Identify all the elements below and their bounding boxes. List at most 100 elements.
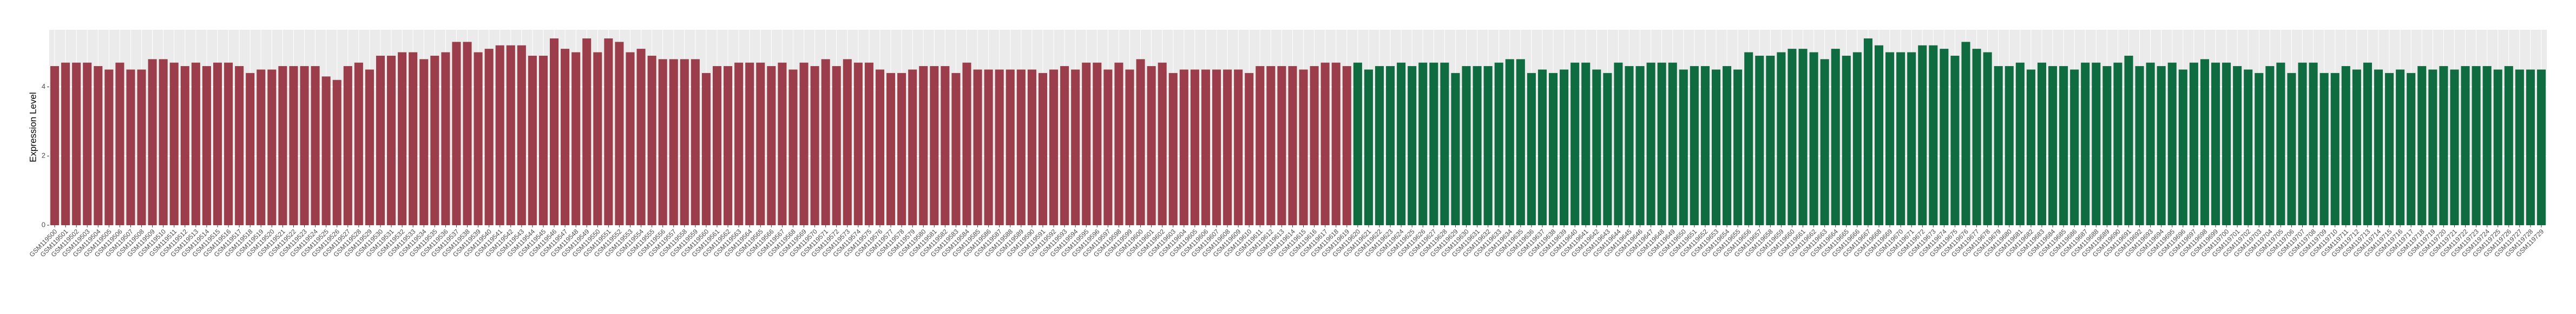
bar (1603, 73, 1612, 226)
bar (1733, 69, 1743, 225)
bar (1690, 66, 1699, 225)
bar (1451, 73, 1460, 226)
bar (1560, 69, 1569, 225)
bar (701, 73, 711, 226)
bar (202, 66, 211, 225)
bar (1863, 38, 1872, 225)
bar (1179, 69, 1188, 225)
bar (636, 49, 646, 225)
bar (137, 69, 146, 225)
bar (1625, 66, 1634, 225)
bar (50, 66, 60, 225)
bar (756, 62, 765, 226)
bar (1766, 55, 1775, 226)
bar (2200, 59, 2209, 225)
bar (2081, 62, 2090, 226)
bar (550, 38, 559, 225)
bar (2363, 62, 2372, 226)
bar (1657, 62, 1666, 226)
bar (463, 42, 472, 226)
bar (2396, 69, 2405, 225)
bar (1006, 69, 1015, 225)
bar (1136, 59, 1145, 225)
bar (788, 69, 798, 225)
bar (169, 62, 179, 226)
bar (1027, 69, 1036, 225)
bar (1777, 52, 1786, 225)
bar (1266, 66, 1276, 225)
bar (300, 66, 309, 225)
bar (1082, 62, 1091, 226)
bar (235, 66, 244, 225)
bar (343, 66, 352, 225)
bar (2504, 66, 2513, 225)
bar (1277, 66, 1286, 225)
bar (267, 69, 277, 225)
bar (2070, 69, 2079, 225)
bar (810, 66, 819, 225)
bar (724, 66, 733, 225)
bar (2157, 66, 2166, 225)
bar (995, 69, 1004, 225)
bar (2493, 69, 2502, 225)
bar (2374, 69, 2383, 225)
bar (864, 62, 873, 226)
bar (376, 55, 385, 226)
bar (2146, 62, 2155, 226)
bar (2407, 73, 2416, 226)
bar (409, 52, 418, 225)
bar (528, 55, 537, 226)
bar (246, 73, 255, 226)
bar (930, 66, 939, 225)
bar (2211, 62, 2220, 226)
bar (1961, 42, 1970, 226)
bar (1537, 69, 1547, 225)
bar (354, 62, 363, 226)
bar (1972, 49, 1981, 225)
bar (680, 59, 689, 225)
bar (1744, 52, 1753, 225)
bar (1364, 69, 1373, 225)
bar (1896, 52, 1905, 225)
bar (484, 49, 494, 225)
bar (430, 55, 439, 226)
bar (441, 52, 450, 225)
bar (2526, 69, 2535, 225)
bar (1158, 62, 1167, 226)
bar (2309, 62, 2318, 226)
bar (1386, 66, 1395, 225)
bar (1885, 52, 1895, 225)
bar (1114, 62, 1123, 226)
bar (604, 38, 613, 225)
bar (2287, 73, 2296, 226)
bar (1711, 69, 1721, 225)
bar (1168, 73, 1178, 226)
bar (1103, 69, 1113, 225)
bar (2244, 69, 2253, 225)
bar (126, 69, 135, 225)
bar (2482, 66, 2492, 225)
bar (2167, 62, 2177, 226)
bar (1375, 66, 1384, 225)
bar (853, 62, 863, 226)
bar (712, 66, 722, 225)
bar (332, 80, 341, 226)
bar (213, 62, 222, 226)
bar (919, 66, 928, 225)
bar (1820, 59, 1829, 225)
bar (1093, 62, 1102, 226)
bar (1256, 66, 1265, 225)
bar (941, 66, 950, 225)
bar (691, 59, 700, 225)
y-tick-label: 2 (42, 152, 45, 160)
bar (1212, 69, 1221, 225)
bar (538, 55, 548, 226)
y-tick-label: 0 (42, 220, 45, 228)
bar (2233, 66, 2242, 225)
bar (1614, 62, 1623, 226)
bar (419, 59, 429, 225)
bar (571, 52, 581, 225)
bar (1071, 69, 1080, 225)
bar (2319, 73, 2329, 226)
